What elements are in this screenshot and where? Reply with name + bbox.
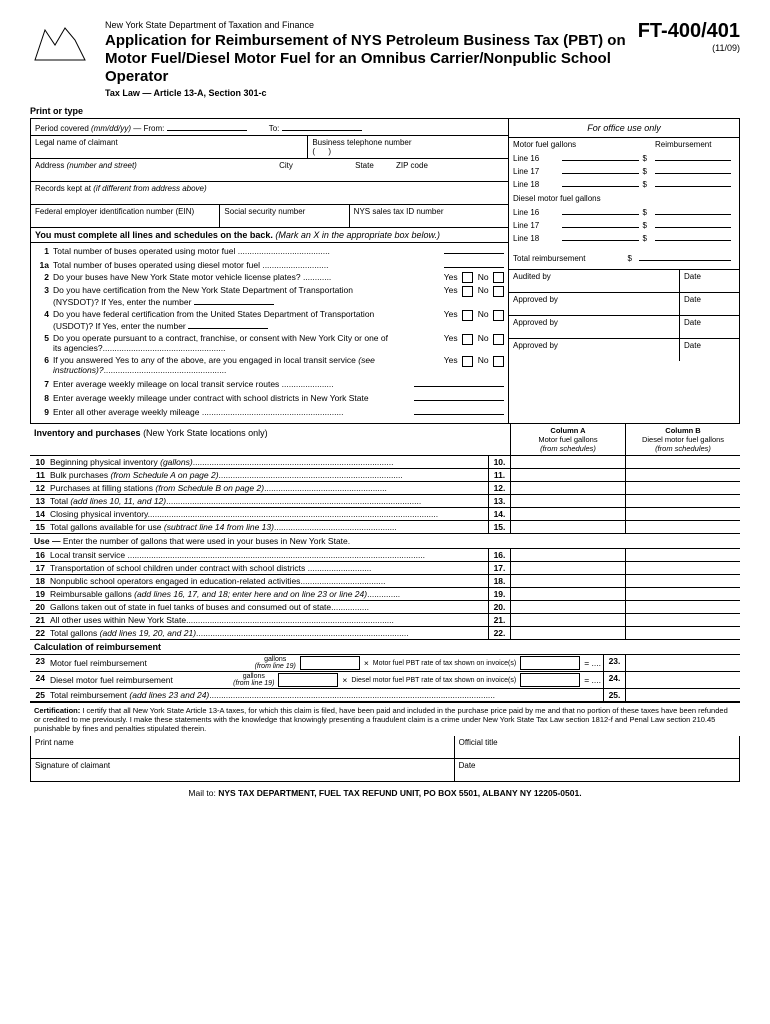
ssn-field[interactable]: Social security number xyxy=(220,205,349,227)
form-title: Application for Reimbursement of NYS Pet… xyxy=(105,32,638,86)
question-1a: 1aTotal number of buses operated using d… xyxy=(31,257,508,271)
question-5: 5Do you operate pursuant to a contract, … xyxy=(31,332,508,354)
question-3: 3Do you have certification from the New … xyxy=(31,284,508,308)
approved-by-row-3: Approved byDate xyxy=(509,338,739,361)
complete-note: You must complete all lines and schedule… xyxy=(31,228,508,243)
signature-grid-2: Signature of claimant Date xyxy=(30,759,740,782)
period-from-input[interactable] xyxy=(167,121,247,131)
period-row: Period covered (mm/dd/yy) — From: To: xyxy=(31,119,508,136)
line-13: 13Total (add lines 10, 11, and 12)......… xyxy=(30,495,740,508)
period-to-input[interactable] xyxy=(282,121,362,131)
q2-yes-checkbox[interactable] xyxy=(462,272,473,283)
inventory-header: Inventory and purchases (New York State … xyxy=(30,424,740,456)
calc-header: Calculation of reimbursement xyxy=(30,640,740,655)
line-10: 10Beginning physical inventory (gallons)… xyxy=(30,456,740,469)
approved-by-row-2: Approved byDate xyxy=(509,315,739,338)
records-field[interactable]: Records kept at (if different from addre… xyxy=(31,182,508,205)
office-line17-motor: Line 17$ xyxy=(509,164,739,177)
office-use-title: For office use only xyxy=(509,119,739,138)
question-2: 2Do your buses have New York State motor… xyxy=(31,271,508,284)
certification: Certification: I certify that all New Yo… xyxy=(30,702,740,736)
line-25: 25 Total reimbursement (add lines 23 and… xyxy=(30,689,740,702)
question-7: 7Enter average weekly mileage on local t… xyxy=(31,376,508,390)
print-name-field[interactable]: Print name xyxy=(31,736,455,758)
line-14: 14Closing physical inventory............… xyxy=(30,508,740,521)
q4-yes-checkbox[interactable] xyxy=(462,310,473,321)
q6-yes-checkbox[interactable] xyxy=(462,356,473,367)
office-line16-diesel: Line 16$ xyxy=(509,205,739,218)
line-11: 11Bulk purchases (from Schedule A on pag… xyxy=(30,469,740,482)
ein-field[interactable]: Federal employer identification number (… xyxy=(31,205,220,227)
signature-field[interactable]: Signature of claimant xyxy=(31,759,455,781)
line-12: 12Purchases at filling stations (from Sc… xyxy=(30,482,740,495)
use-header: Use — Enter the number of gallons that w… xyxy=(30,534,740,549)
q2-no-checkbox[interactable] xyxy=(493,272,504,283)
q3-yes-checkbox[interactable] xyxy=(462,286,473,297)
q4-no-checkbox[interactable] xyxy=(493,310,504,321)
q6-no-checkbox[interactable] xyxy=(493,356,504,367)
office-total: Total reimbursement$ xyxy=(509,244,739,269)
office-line16-motor: Line 16$ xyxy=(509,151,739,164)
line-22: 22Total gallons (add lines 19, 20, and 2… xyxy=(30,627,740,640)
line-23: 23 Motor fuel reimbursement gallons(from… xyxy=(30,655,740,672)
office-line18-motor: Line 18$ xyxy=(509,177,739,190)
sales-tax-field[interactable]: NYS sales tax ID number xyxy=(350,205,508,227)
office-line17-diesel: Line 17$ xyxy=(509,218,739,231)
line-20: 20Gallons taken out of state in fuel tan… xyxy=(30,601,740,614)
form-code: FT-400/401 xyxy=(638,20,740,43)
line-19: 19Reimbursable gallons (add lines 16, 17… xyxy=(30,588,740,601)
print-type-label: Print or type xyxy=(30,106,740,116)
line-21: 21All other uses within New York State..… xyxy=(30,614,740,627)
office-line18-diesel: Line 18$ xyxy=(509,231,739,244)
question-8: 8Enter average weekly mileage under cont… xyxy=(31,390,508,404)
approved-by-row-1: Approved byDate xyxy=(509,292,739,315)
department-name: New York State Department of Taxation an… xyxy=(105,20,638,30)
question-1: 1Total number of buses operated using mo… xyxy=(31,243,508,257)
legal-name-field[interactable]: Legal name of claimant xyxy=(31,136,308,159)
form-header: New York State Department of Taxation an… xyxy=(30,20,740,98)
date-field[interactable]: Date xyxy=(455,759,739,781)
question-4: 4Do you have federal certification from … xyxy=(31,308,508,332)
line-18: 18Nonpublic school operators engaged in … xyxy=(30,575,740,588)
line-15: 15Total gallons available for use (subtr… xyxy=(30,521,740,534)
q5-yes-checkbox[interactable] xyxy=(462,334,473,345)
official-title-field[interactable]: Official title xyxy=(455,736,739,758)
line-16: 16Local transit service ................… xyxy=(30,549,740,562)
form-date: (11/09) xyxy=(638,43,740,53)
mail-to: Mail to: NYS TAX DEPARTMENT, FUEL TAX RE… xyxy=(30,782,740,804)
question-9: 9Enter all other average weekly mileage … xyxy=(31,404,508,423)
form-subtitle: Tax Law — Article 13-A, Section 301-c xyxy=(105,88,638,98)
nys-logo-icon xyxy=(30,20,90,70)
q3-no-checkbox[interactable] xyxy=(493,286,504,297)
phone-field[interactable]: Business telephone number( ) xyxy=(308,136,508,159)
signature-grid: Print name Official title xyxy=(30,736,740,759)
line-17: 17Transportation of school children unde… xyxy=(30,562,740,575)
audited-by-row: Audited byDate xyxy=(509,269,739,292)
line-24: 24 Diesel motor fuel reimbursement gallo… xyxy=(30,672,740,689)
question-6: 6If you answered Yes to any of the above… xyxy=(31,354,508,376)
main-form-grid: Period covered (mm/dd/yy) — From: To: Le… xyxy=(30,118,740,424)
address-field[interactable]: Address (number and street) City State Z… xyxy=(31,159,508,182)
q5-no-checkbox[interactable] xyxy=(493,334,504,345)
